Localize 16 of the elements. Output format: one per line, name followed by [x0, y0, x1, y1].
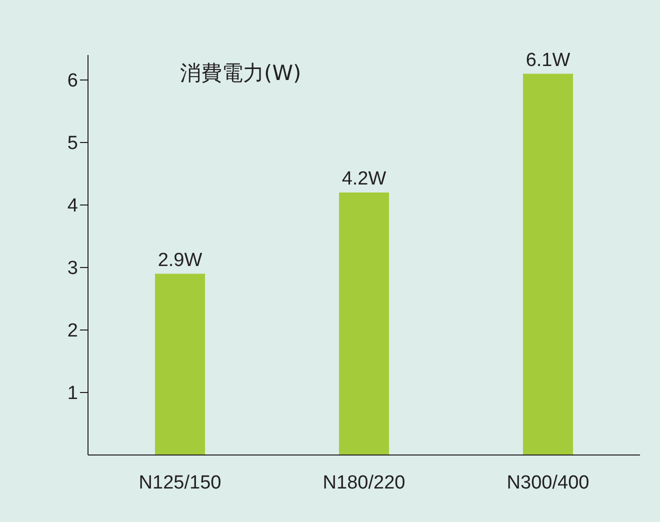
y-tick-label: 4: [67, 196, 78, 217]
data-label: 6.1W: [526, 50, 570, 71]
y-tick-label: 5: [67, 133, 78, 154]
y-tick-label: 1: [67, 383, 78, 404]
bar: [155, 274, 205, 455]
y-tick-label: 6: [67, 70, 78, 92]
data-label: 4.2W: [342, 168, 386, 190]
x-tick-label: N300/400: [506, 472, 590, 494]
x-tick-label: N125/150: [138, 472, 222, 494]
x-tick-label: N180/220: [322, 472, 406, 494]
data-label: 2.9W: [158, 250, 202, 271]
chart-title: 消費電力(W): [180, 61, 302, 85]
bar: [339, 192, 389, 455]
y-tick-label: 3: [67, 258, 78, 280]
y-tick-label: 2: [67, 320, 78, 342]
bar: [523, 74, 573, 455]
